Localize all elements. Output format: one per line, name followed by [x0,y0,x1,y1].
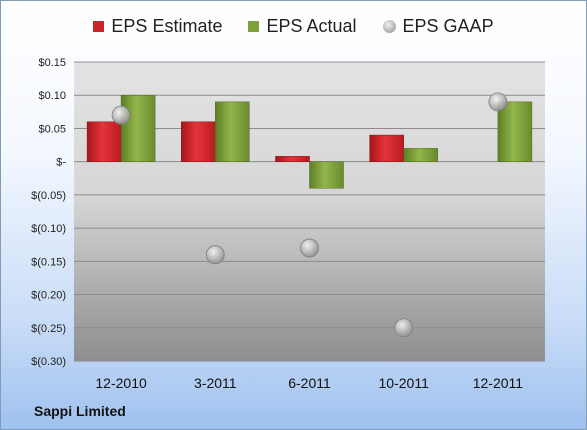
marker-eps-gaap [394,318,414,338]
company-name: Sappi Limited [34,403,126,419]
legend-label-estimate: EPS Estimate [111,16,223,36]
y-tick-label: $0.10 [38,90,66,102]
legend-swatch-estimate [93,21,105,32]
y-tick-label: $(0.10) [31,223,66,235]
bar-eps-actual [309,161,344,189]
bar-eps-actual [497,101,533,162]
legend-swatch-gaap [382,20,396,33]
x-tick-label: 6-2011 [288,375,331,391]
legend-item-gaap: EPS GAAP [382,16,494,37]
legend: EPS Estimate EPS Actual EPS GAAP [1,16,586,37]
x-tick-label: 10-2011 [379,375,430,391]
bar-eps-estimate [369,134,404,162]
x-tick-label: 12-2011 [473,375,524,391]
y-tick-label: $(0.20) [31,290,66,302]
y-tick-label: $(0.15) [31,256,66,268]
marker-eps-gaap [111,105,131,125]
y-tick-label: $0.15 [38,57,66,69]
bar-eps-estimate [181,121,216,162]
legend-item-actual: EPS Actual [248,16,357,37]
legend-label-gaap: EPS GAAP [402,16,494,36]
bar-eps-actual [120,94,156,162]
marker-eps-gaap [300,238,319,258]
legend-label-actual: EPS Actual [266,16,357,36]
y-tick-label: $(0.05) [31,190,66,202]
y-tick-label: $(0.25) [31,323,66,335]
bar-eps-actual [403,148,438,162]
x-tick-label: 3-2011 [194,375,237,391]
marker-eps-gaap [205,245,225,265]
y-tick-label: $0.05 [38,123,66,135]
y-tick-label: $- [56,157,66,169]
marker-eps-gaap [488,92,508,112]
bar-eps-estimate [275,156,310,162]
legend-swatch-actual [248,21,260,32]
bar-eps-actual [215,101,250,162]
x-tick-label: 12-2010 [95,375,147,391]
y-tick-label: $(0.30) [31,356,66,368]
bar-eps-estimate [86,121,122,162]
legend-item-estimate: EPS Estimate [93,16,222,37]
